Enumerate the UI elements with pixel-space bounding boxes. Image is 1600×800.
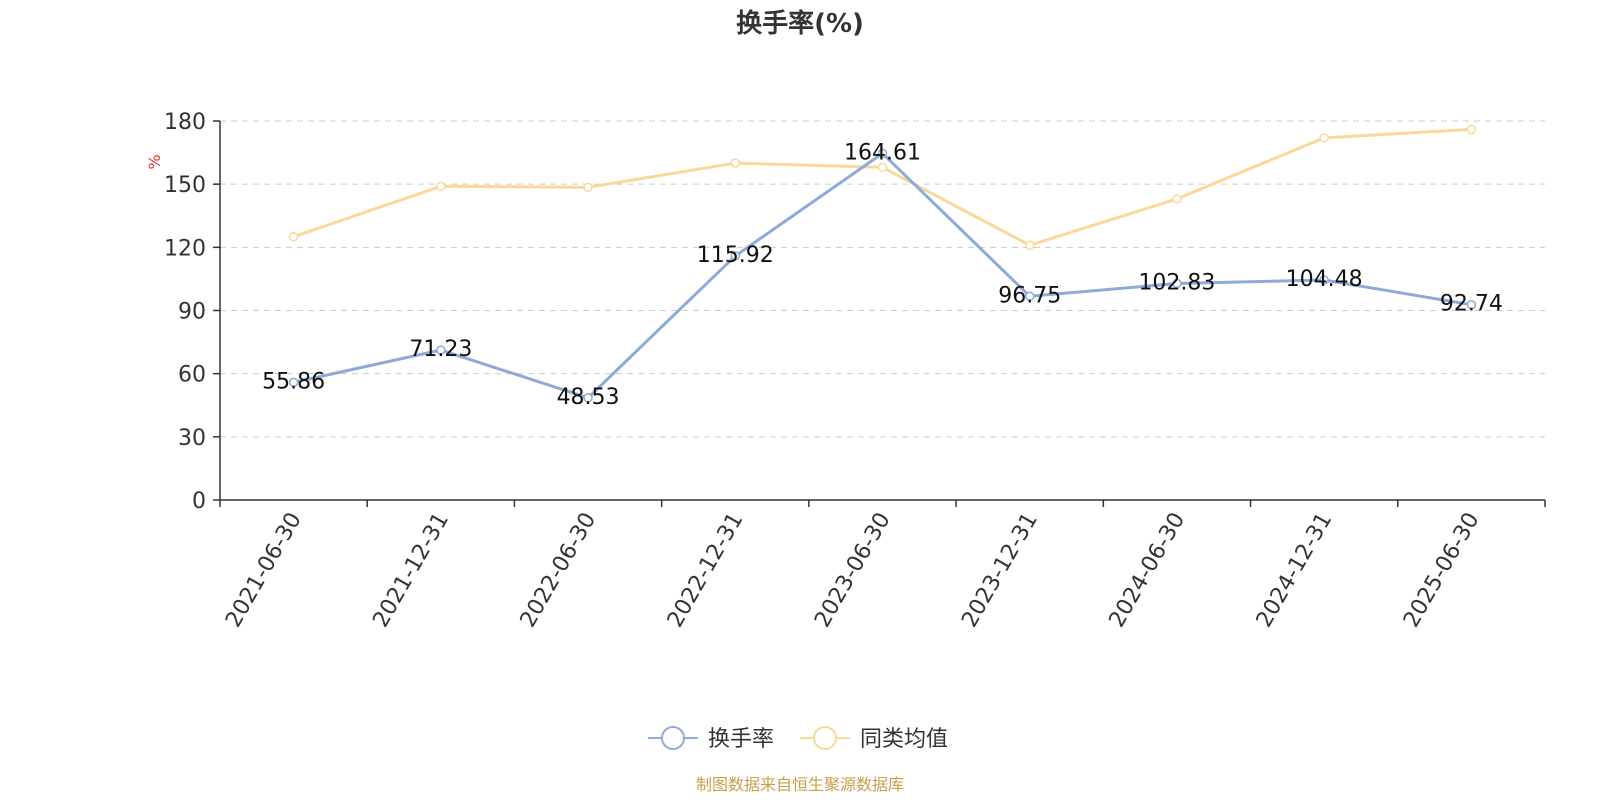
x-tick-label: 2021-12-31: [368, 509, 454, 632]
data-label: 102.83: [1138, 270, 1215, 295]
legend-marker: [813, 726, 837, 750]
data-label: 115.92: [697, 243, 774, 268]
y-tick-label: 120: [164, 236, 206, 261]
legend-item[interactable]: 同类均值: [800, 726, 948, 752]
series-lines: [288, 124, 1477, 403]
data-label: 55.86: [262, 369, 325, 394]
y-tick-label: 90: [178, 300, 206, 325]
x-tick-label: 2024-06-30: [1105, 509, 1191, 632]
data-labels: 55.86 71.23 48.53 115.92 164.61 96.75 102.83 10…: [262, 140, 1503, 409]
chart-title: 换手率(%): [736, 8, 864, 39]
y-tick-label: 150: [164, 173, 206, 198]
data-point: [1172, 194, 1182, 204]
data-label: 96.75: [998, 283, 1061, 308]
data-point: [1466, 124, 1477, 135]
data-point: [1172, 278, 1182, 289]
data-point: [436, 181, 446, 192]
source-note: 制图数据来自恒生聚源数据库: [696, 775, 904, 794]
data-point: [1024, 291, 1035, 302]
data-label: 104.48: [1286, 267, 1363, 292]
x-tick-label: 2024-12-31: [1252, 509, 1338, 632]
x-tick-label: 2022-06-30: [516, 509, 602, 632]
legend-item[interactable]: 换手率: [648, 726, 774, 752]
y-tick-label: 180: [164, 110, 206, 135]
data-point: [877, 162, 888, 173]
data-label: 48.53: [557, 385, 620, 410]
legend-label: 同类均值: [860, 727, 948, 752]
data-point: [288, 377, 299, 388]
x-tick-label: 2025-06-30: [1399, 509, 1485, 632]
y-tick-label: 30: [178, 426, 206, 451]
data-point: [1024, 240, 1035, 250]
y-tick-label: 60: [178, 363, 206, 388]
x-tick-label: 2023-12-31: [957, 509, 1043, 632]
data-point: [1319, 133, 1329, 143]
legend-marker: [661, 726, 685, 750]
data-point: [583, 393, 593, 403]
data-point: [1319, 275, 1329, 285]
data-point: [1466, 299, 1477, 310]
data-label: 71.23: [409, 337, 472, 362]
data-point: [877, 148, 888, 159]
y-tick-label: 0: [192, 489, 206, 514]
legend[interactable]: 换手率 同类均值: [648, 726, 948, 752]
data-label: 92.74: [1440, 292, 1503, 317]
legend-label: 换手率: [708, 727, 774, 752]
x-tick-label: 2022-12-31: [663, 509, 749, 632]
data-point: [730, 251, 741, 261]
data-point: [583, 182, 593, 193]
y-axis-label: %: [145, 154, 164, 169]
axes: 0 30 60 90 120 150 180 2021-06-30 2021-12-31 2022…: [164, 110, 1546, 632]
data-point: [288, 232, 299, 242]
data-point: [436, 345, 446, 355]
x-tick-label: 2021-06-30: [221, 509, 307, 632]
data-point: [730, 158, 741, 168]
x-tick-label: 2023-06-30: [810, 509, 896, 632]
data-label: 164.61: [844, 140, 921, 165]
